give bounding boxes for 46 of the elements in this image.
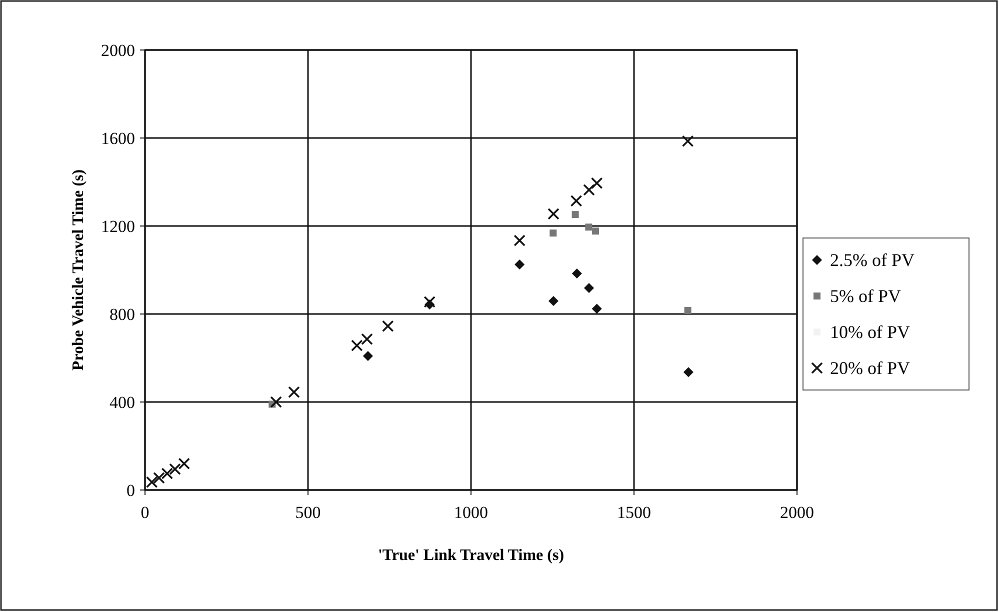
point — [584, 283, 594, 294]
legend-label: 2.5% of PV — [830, 250, 914, 270]
point — [592, 228, 600, 235]
y-tick-label: 400 — [110, 393, 135, 412]
point — [288, 386, 300, 398]
legend-label: 20% of PV — [830, 358, 910, 378]
point — [684, 306, 692, 314]
legend-label: 5% of PV — [830, 286, 901, 306]
point — [514, 234, 526, 246]
legend-label: 10% of PV — [830, 322, 910, 342]
x-tick-label: 1500 — [617, 503, 651, 522]
point — [382, 320, 394, 332]
y-tick-label: 2000 — [101, 41, 135, 60]
point — [270, 396, 282, 408]
x-tick-label: 500 — [295, 503, 321, 522]
point — [362, 351, 373, 362]
point — [550, 230, 557, 237]
point — [161, 468, 174, 480]
point — [424, 296, 436, 308]
x-tick-label: 2000 — [780, 503, 814, 522]
x-tick-label: 0 — [140, 503, 150, 522]
point — [153, 472, 165, 484]
y-tick-label: 0 — [126, 481, 135, 500]
point — [351, 340, 363, 352]
point — [590, 177, 603, 189]
y-axis-title: Probe Vehicle Travel Time (s) — [70, 169, 87, 371]
point — [682, 135, 694, 147]
point — [169, 463, 181, 475]
y-tick-label: 800 — [110, 305, 135, 324]
point — [570, 195, 582, 207]
point — [514, 260, 525, 270]
x-axis-title: 'True' Link Travel Time (s) — [378, 547, 564, 564]
point — [548, 296, 558, 306]
point — [585, 224, 592, 231]
point — [572, 268, 582, 279]
point — [572, 211, 579, 218]
point — [683, 367, 694, 378]
point — [146, 476, 158, 488]
point — [548, 208, 560, 220]
y-tick-label: 1200 — [101, 217, 135, 236]
point — [592, 304, 602, 314]
y-tick-label: 1600 — [101, 129, 135, 148]
point — [583, 184, 595, 196]
point — [361, 333, 373, 345]
point — [178, 458, 190, 470]
x-tick-label: 1000 — [454, 503, 488, 522]
